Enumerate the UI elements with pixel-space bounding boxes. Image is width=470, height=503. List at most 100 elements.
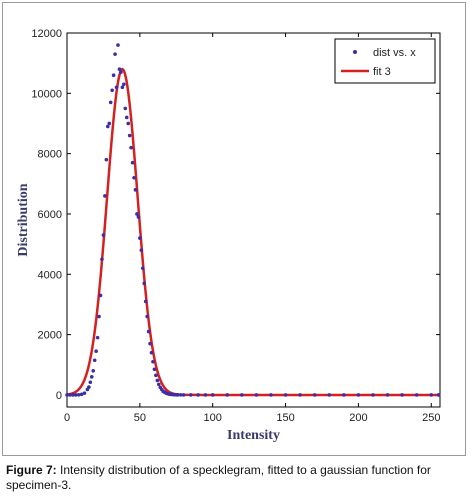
data-point [140,266,145,271]
x-tick-label: 250 [422,412,440,424]
fit-line [66,67,440,397]
data-point [129,145,133,150]
data-point [130,160,135,165]
data-point [113,52,117,56]
data-point [385,393,390,397]
data-point [298,393,302,397]
y-tick-label: 10000 [31,88,62,100]
data-point [111,73,116,78]
legend-label-fit: fit 3 [373,66,391,78]
y-tick-label: 2000 [38,330,62,342]
data-point [116,43,120,47]
data-point [156,382,161,387]
data-point [87,385,91,389]
data-point [68,393,72,397]
data-point [79,392,84,397]
x-axis-title: Intensity [227,428,280,443]
data-point [132,175,136,180]
data-point [436,393,441,397]
data-point [152,367,157,372]
caption-text: Intensity distribution of a specklegram,… [6,463,431,492]
data-point [175,393,180,397]
data-point [103,194,107,198]
data-point [429,393,434,397]
data-point [94,349,98,354]
data-point [181,393,186,397]
data-point [124,115,129,120]
figure-caption: Figure 7: Intensity distribution of a sp… [6,463,464,493]
data-point [225,393,230,397]
data-point [143,299,148,304]
data-point [254,393,259,397]
data-point [178,393,183,397]
data-point [414,393,419,397]
data-point [283,393,288,397]
data-point [189,393,193,397]
data-point [371,393,375,397]
data-point [142,281,147,286]
data-point [117,67,122,71]
data-point [136,215,141,219]
data-point [400,393,404,397]
y-tick-label: 8000 [38,149,62,161]
x-tick-label: 200 [349,412,367,424]
data-point [120,85,125,90]
plot-area: 0 50 100 150 200 250 0 2000 4000 6000 8000 10000 120… [16,28,441,443]
data-point [110,88,114,93]
data-point [76,392,81,397]
data-point [126,121,130,126]
data-point [95,335,100,340]
data-point [196,393,200,397]
data-point [88,380,93,385]
data-point [104,157,109,162]
y-axis-title: Distribution [16,183,31,256]
gaussian-fit-chart: 0 50 100 150 200 250 0 2000 4000 6000 8000 10000 120… [16,28,441,443]
y-tick-label: 0 [56,390,62,402]
data-point [82,391,87,395]
data-point [133,188,138,192]
data-point [342,393,346,397]
caption-label: Figure 7: [6,463,57,477]
data-point [149,350,154,355]
legend-box [334,38,436,84]
data-point [89,375,94,379]
x-tick-label: 150 [276,412,294,424]
data-point [240,393,244,397]
data-point [122,82,126,87]
data-point [356,393,361,397]
data-point [71,393,75,397]
data-point [151,359,155,364]
data-point [65,393,69,397]
data-point [135,212,139,216]
data-point [312,393,317,397]
data-point [154,373,158,378]
data-point [148,341,152,346]
x-tick-label: 50 [134,412,146,424]
plot-frame [66,32,441,408]
data-point [127,133,132,138]
data-point [146,329,151,334]
data-point [139,248,144,252]
data-point [97,314,101,319]
data-point [327,393,332,397]
data-point [210,393,215,397]
data-point [98,293,103,298]
data-point [100,257,104,262]
y-tick-label: 6000 [38,209,62,221]
data-point [269,393,273,397]
data-point [107,121,112,126]
data-point [101,233,106,237]
data-point [108,100,113,105]
legend-marker-points [353,50,357,54]
x-tick-label: 100 [204,412,222,424]
y-tick-label: 4000 [38,269,62,281]
data-point [73,393,78,397]
data-point [119,70,123,75]
legend-label-points: dist vs. x [373,47,416,59]
figure-frame: 0 50 100 150 200 250 0 2000 4000 6000 8000 10000 120… [2,2,466,456]
data-point [92,358,97,363]
data-point [114,85,119,90]
data-point [203,393,208,397]
data-point [105,124,110,129]
data-point [138,236,142,240]
